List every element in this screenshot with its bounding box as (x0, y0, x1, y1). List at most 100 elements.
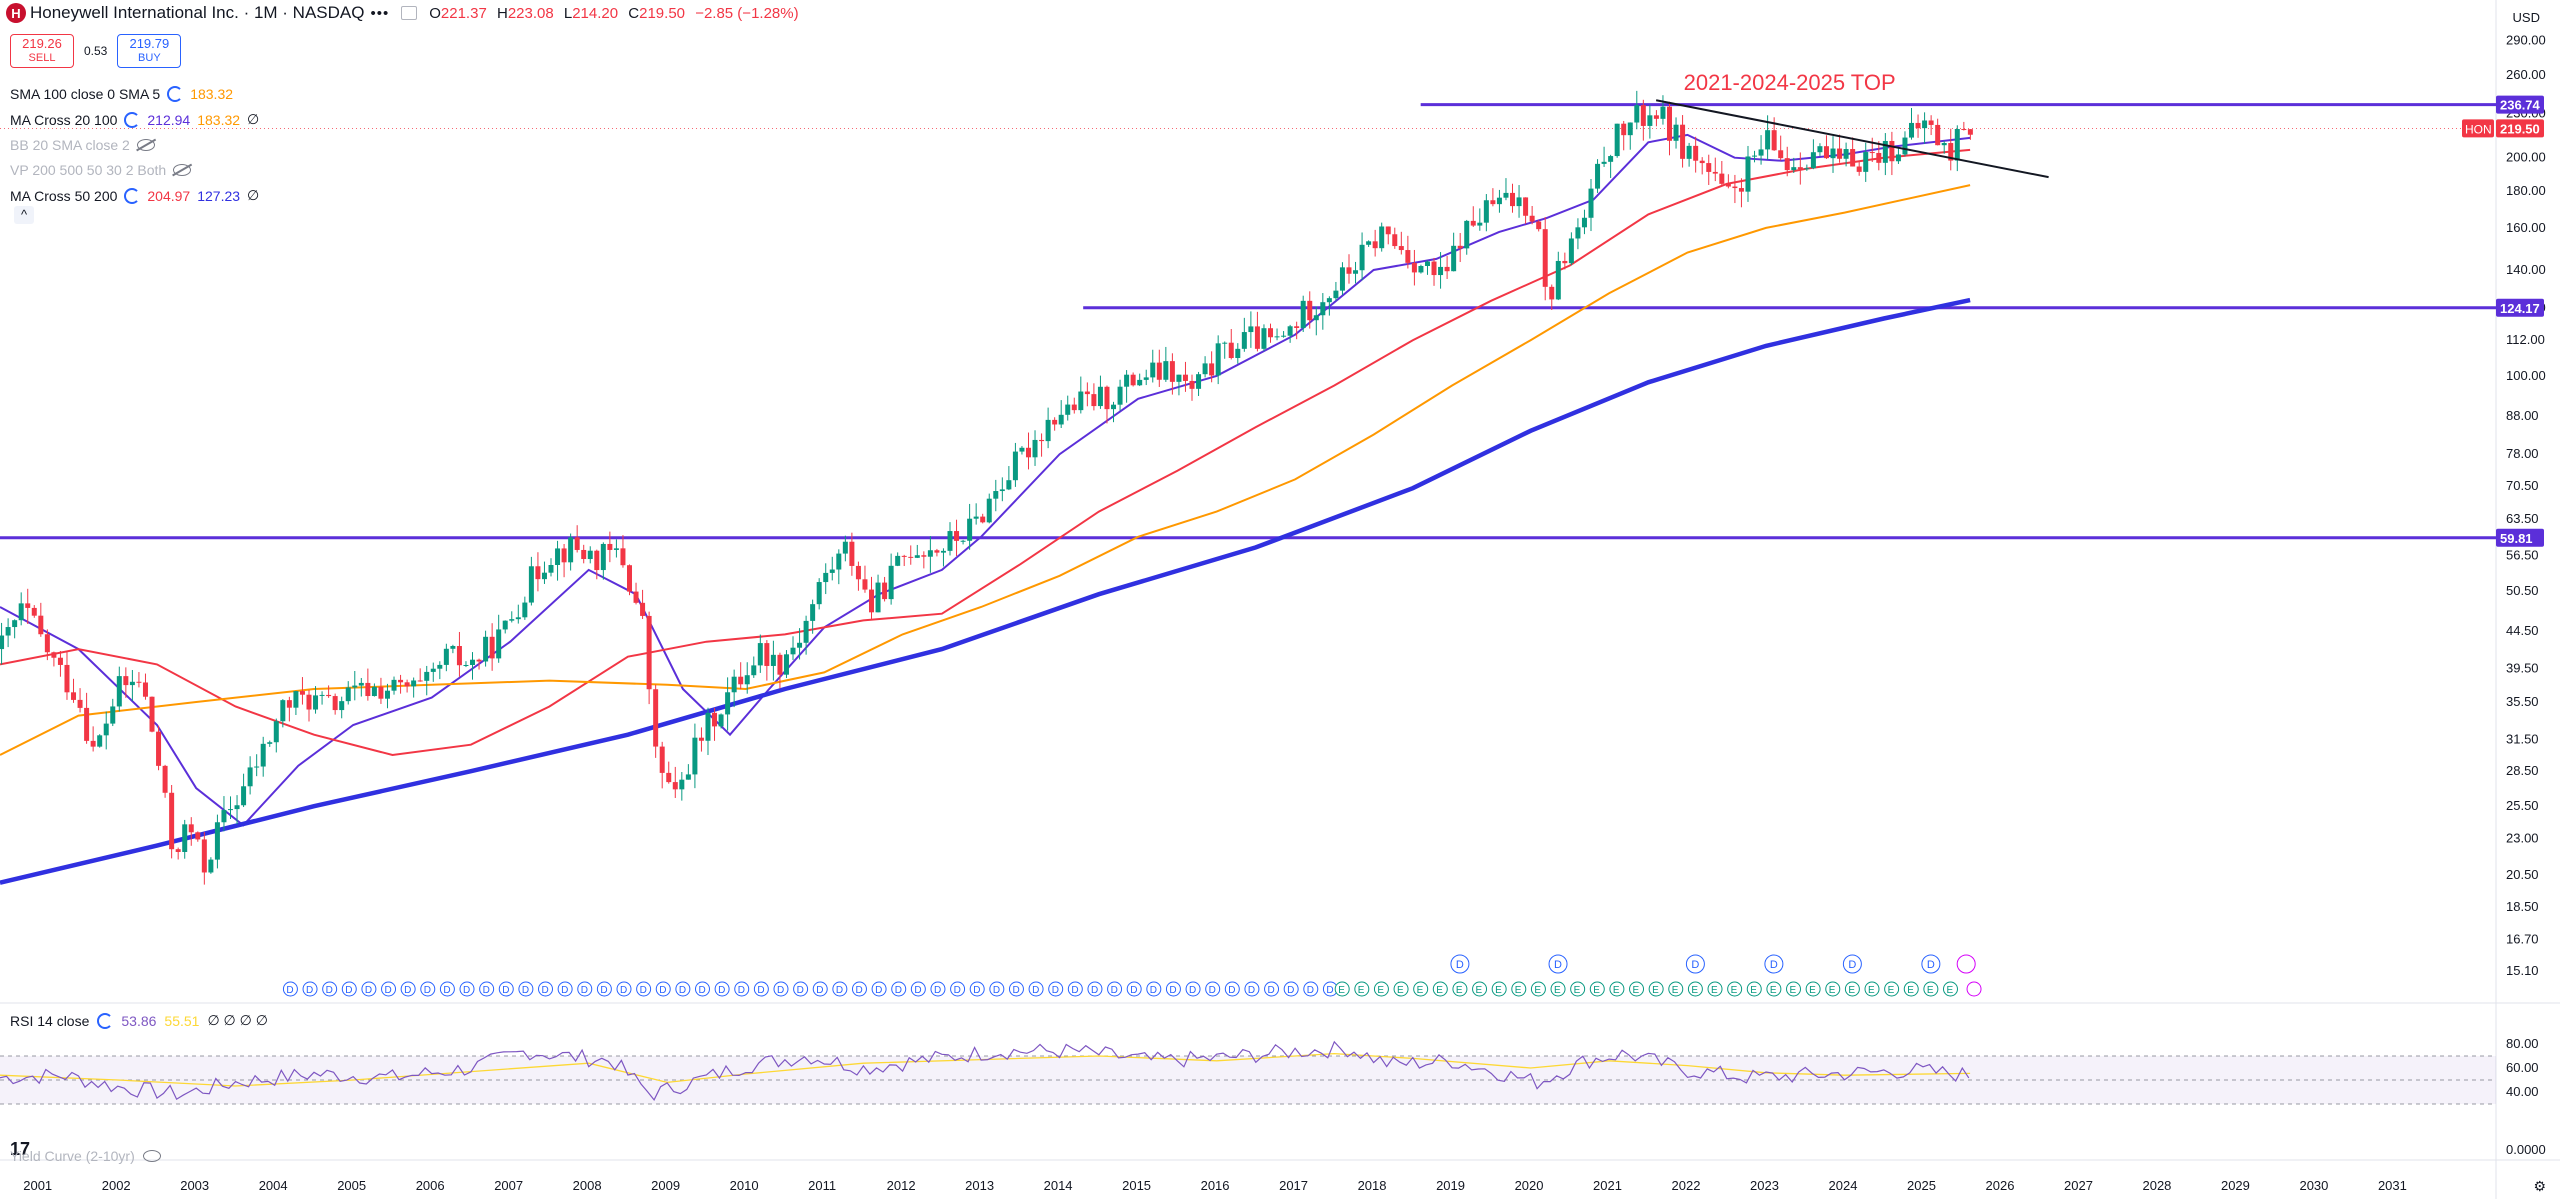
dividend-marker[interactable] (459, 981, 475, 997)
indicator-row[interactable]: MA Cross 50 200 204.97 127.23 ∅ (10, 187, 259, 204)
earnings-marker[interactable] (1589, 981, 1605, 997)
dividend-marker[interactable] (341, 981, 357, 997)
earnings-marker[interactable] (1864, 981, 1880, 997)
dividend-marker[interactable] (1283, 981, 1299, 997)
earnings-marker[interactable] (1786, 981, 1802, 997)
earnings-marker[interactable] (1746, 981, 1762, 997)
dividend-marker[interactable] (1165, 981, 1181, 997)
dividend-marker[interactable] (694, 981, 710, 997)
yield-curve-name[interactable]: Yield Curve (2-10yr) (10, 1148, 135, 1164)
dividend-marker[interactable] (851, 981, 867, 997)
dividend-marker[interactable] (793, 981, 809, 997)
earnings-marker[interactable] (1923, 981, 1939, 997)
settings-gear-icon[interactable]: ⚙ (2533, 1178, 2546, 1194)
dividend-marker[interactable] (773, 981, 789, 997)
dividend-marker[interactable] (1264, 981, 1280, 997)
dividend-marker[interactable] (322, 981, 338, 997)
dividend-marker[interactable] (1126, 981, 1142, 997)
earnings-marker[interactable] (1825, 981, 1841, 997)
dividend-marker[interactable] (381, 981, 397, 997)
symbol-title[interactable]: Honeywell International Inc. · 1M · NASD… (30, 3, 365, 22)
earnings-marker[interactable] (1648, 981, 1664, 997)
dividend-marker[interactable] (636, 981, 652, 997)
currency-label[interactable]: USD (2512, 10, 2540, 25)
earnings-marker[interactable] (1707, 981, 1723, 997)
earnings-marker[interactable] (1413, 981, 1429, 997)
dividend-marker[interactable] (871, 981, 887, 997)
dividend-marker[interactable] (577, 981, 593, 997)
dividend-marker[interactable] (282, 981, 298, 997)
dividend-marker[interactable] (1048, 981, 1064, 997)
dividend-marker[interactable] (989, 981, 1005, 997)
earnings-marker[interactable] (1766, 981, 1782, 997)
earnings-marker[interactable] (1334, 981, 1350, 997)
earnings-marker[interactable] (1942, 981, 1958, 997)
trend-line[interactable] (1655, 99, 2049, 179)
dividend-marker[interactable] (538, 981, 554, 997)
indicator-row[interactable]: SMA 100 close 0 SMA 5 183.32 (10, 86, 233, 102)
dividend-marker[interactable] (1185, 981, 1201, 997)
earnings-marker[interactable] (1687, 981, 1703, 997)
dividend-marker[interactable] (1107, 981, 1123, 997)
buy-button[interactable]: 219.79 BUY (117, 34, 182, 68)
dividend-marker[interactable] (1450, 954, 1470, 974)
dividend-marker[interactable] (1028, 981, 1044, 997)
dividend-marker[interactable] (1205, 981, 1221, 997)
dividend-marker[interactable] (969, 981, 985, 997)
hidden-eye-icon[interactable] (136, 139, 155, 151)
dividend-marker[interactable] (557, 981, 573, 997)
indicator-name[interactable]: MA Cross 50 200 (10, 187, 118, 204)
dividend-marker[interactable] (420, 981, 436, 997)
sync-icon[interactable] (124, 187, 141, 204)
dividend-marker[interactable] (1244, 981, 1260, 997)
earnings-marker[interactable] (1432, 981, 1448, 997)
earnings-marker[interactable] (1668, 981, 1684, 997)
dividend-marker[interactable] (1087, 981, 1103, 997)
earnings-marker[interactable] (1393, 981, 1409, 997)
indicator-name[interactable]: VP 200 500 50 30 2 Both (10, 162, 167, 178)
dividend-marker[interactable] (596, 981, 612, 997)
dividend-marker[interactable] (655, 981, 671, 997)
earnings-marker[interactable] (1903, 981, 1919, 997)
sync-icon[interactable] (97, 1012, 114, 1029)
indicator-name[interactable]: MA Cross 20 100 (10, 111, 118, 128)
dividend-marker[interactable] (1921, 954, 1941, 974)
dividend-marker[interactable] (891, 981, 907, 997)
more-icon[interactable]: ••• (370, 4, 390, 22)
earnings-marker[interactable] (1354, 981, 1370, 997)
dividend-marker[interactable] (832, 981, 848, 997)
dividend-marker[interactable] (361, 981, 377, 997)
indicator-row[interactable]: VP 200 500 50 30 2 Both (10, 162, 192, 178)
lightning-marker[interactable] (1956, 954, 1976, 974)
dividend-marker[interactable] (1764, 954, 1784, 974)
earnings-marker[interactable] (1884, 981, 1900, 997)
dividend-marker[interactable] (950, 981, 966, 997)
earnings-marker[interactable] (1452, 981, 1468, 997)
dividend-marker[interactable] (439, 981, 455, 997)
rsi-name[interactable]: RSI 14 close (10, 1012, 90, 1029)
indicator-name[interactable]: BB 20 SMA close 2 (10, 137, 130, 153)
tradingview-logo[interactable]: 17 (10, 1139, 31, 1159)
earnings-marker[interactable] (1629, 981, 1645, 997)
earnings-marker[interactable] (1609, 981, 1625, 997)
dividend-marker[interactable] (675, 981, 691, 997)
dividend-marker[interactable] (910, 981, 926, 997)
earnings-marker[interactable] (1373, 981, 1389, 997)
dividend-marker[interactable] (812, 981, 828, 997)
sync-icon[interactable] (124, 111, 141, 128)
dividend-marker[interactable] (1008, 981, 1024, 997)
dividend-marker[interactable] (1548, 954, 1568, 974)
dividend-marker[interactable] (1067, 981, 1083, 997)
dividend-marker[interactable] (1146, 981, 1162, 997)
dividend-marker[interactable] (714, 981, 730, 997)
dividend-marker[interactable] (498, 981, 514, 997)
earnings-marker[interactable] (1550, 981, 1566, 997)
dividend-marker[interactable] (753, 981, 769, 997)
earnings-marker[interactable] (1966, 981, 1982, 997)
dividend-marker[interactable] (734, 981, 750, 997)
hidden-eye-icon[interactable] (142, 1150, 161, 1162)
collapse-legend-button[interactable]: ^ (14, 206, 34, 224)
dividend-marker[interactable] (930, 981, 946, 997)
square-icon[interactable] (401, 6, 418, 20)
